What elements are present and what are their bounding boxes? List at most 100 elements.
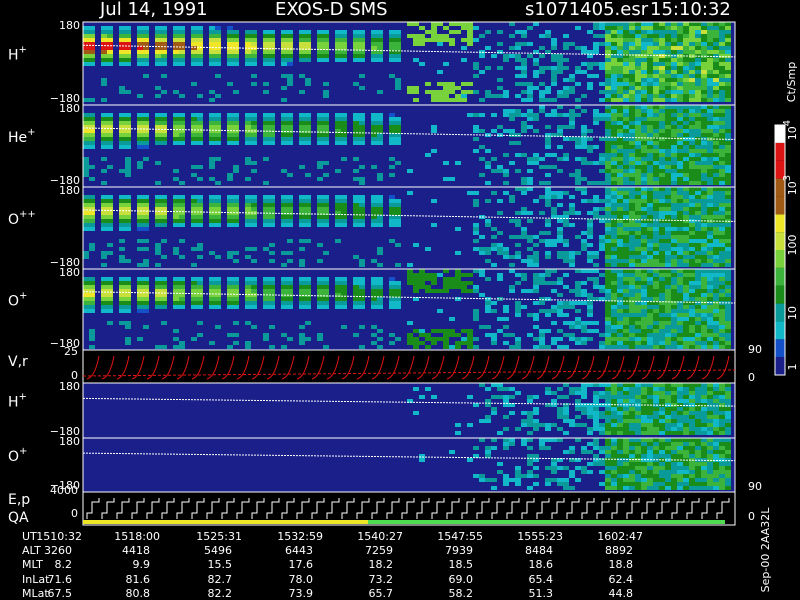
heat-cell <box>629 30 635 34</box>
heat-cell <box>143 277 149 281</box>
heat-cell <box>671 325 677 329</box>
heat-cell <box>659 450 665 454</box>
heat-cell <box>389 129 395 133</box>
heat-cell <box>725 419 731 423</box>
heat-cell <box>551 309 557 313</box>
heat-cell <box>659 105 665 109</box>
heat-cell <box>509 195 515 199</box>
heat-cell <box>209 137 215 141</box>
heat-cell <box>665 329 671 333</box>
heat-cell <box>263 301 269 305</box>
heat-cell <box>683 317 689 321</box>
heat-cell <box>575 458 581 462</box>
heat-cell <box>503 427 509 431</box>
heat-cell <box>695 285 701 289</box>
heat-cell <box>389 333 395 337</box>
heat-cell <box>125 137 131 141</box>
heat-cell <box>485 403 491 407</box>
heat-cell <box>593 26 599 30</box>
heat-cell <box>701 98 707 102</box>
heat-cell <box>479 145 485 149</box>
heat-cell <box>281 137 287 141</box>
heat-cell <box>557 337 563 341</box>
heat-cell <box>359 297 365 301</box>
heat-cell <box>281 301 287 305</box>
heat-cell <box>671 74 677 78</box>
heat-cell <box>695 125 701 129</box>
heat-cell <box>701 177 707 181</box>
heat-cell <box>251 62 257 66</box>
heat-cell <box>671 263 677 267</box>
heat-cell <box>653 247 659 251</box>
heat-cell <box>317 50 323 54</box>
heat-cell <box>635 407 641 411</box>
heat-cell <box>341 117 347 121</box>
heat-cell <box>557 94 563 98</box>
heat-cell <box>371 38 377 42</box>
heat-cell <box>677 187 683 191</box>
heat-cell <box>467 26 473 30</box>
heat-cell <box>671 26 677 30</box>
heat-cell <box>581 125 587 129</box>
heat-cell <box>359 215 365 219</box>
heat-cell <box>653 22 659 26</box>
heat-cell <box>143 121 149 125</box>
heat-cell <box>581 50 587 54</box>
heat-cell <box>725 259 731 263</box>
heat-cell <box>677 38 683 42</box>
heat-cell <box>629 34 635 38</box>
heat-cell <box>617 337 623 341</box>
heat-cell <box>497 395 503 399</box>
heat-cell <box>665 462 671 466</box>
heat-cell <box>605 78 611 82</box>
heat-cell <box>335 169 341 173</box>
heat-cell <box>689 325 695 329</box>
heat-cell <box>635 431 641 435</box>
heat-cell <box>623 458 629 462</box>
heat-cell <box>143 203 149 207</box>
heat-cell <box>143 281 149 285</box>
heat-cell <box>623 277 629 281</box>
heat-cell <box>665 121 671 125</box>
heat-cell <box>269 281 275 285</box>
heat-cell <box>281 215 287 219</box>
heat-cell <box>101 219 107 223</box>
heat-cell <box>701 187 707 191</box>
heat-cell <box>317 333 323 337</box>
heat-cell <box>611 255 617 259</box>
heat-cell <box>125 305 131 309</box>
heat-cell <box>119 239 125 243</box>
heat-cell <box>689 403 695 407</box>
heat-cell <box>119 26 125 30</box>
heat-cell <box>623 297 629 301</box>
heat-cell <box>719 395 725 399</box>
heat-cell <box>665 243 671 247</box>
heat-cell <box>263 54 269 58</box>
heat-cell <box>707 482 713 486</box>
heat-cell <box>413 58 419 62</box>
heat-cell <box>479 419 485 423</box>
heat-cell <box>587 309 593 313</box>
heat-cell <box>605 281 611 285</box>
heat-cell <box>671 199 677 203</box>
heat-cell <box>695 165 701 169</box>
heat-cell <box>161 58 167 62</box>
heat-cell <box>629 243 635 247</box>
heat-cell <box>653 466 659 470</box>
heat-cell <box>623 181 629 185</box>
heat-cell <box>197 333 203 337</box>
heat-cell <box>719 450 725 454</box>
heat-cell <box>491 478 497 482</box>
heat-cell <box>263 90 269 94</box>
heat-cell <box>335 141 341 145</box>
heat-cell <box>665 90 671 94</box>
heat-cell <box>617 121 623 125</box>
heat-cell <box>509 285 515 289</box>
heat-cell <box>689 181 695 185</box>
heat-cell <box>659 474 665 478</box>
heat-cell <box>719 145 725 149</box>
heat-cell <box>527 289 533 293</box>
heat-cell <box>251 54 257 58</box>
heat-cell <box>605 235 611 239</box>
heat-cell <box>683 50 689 54</box>
